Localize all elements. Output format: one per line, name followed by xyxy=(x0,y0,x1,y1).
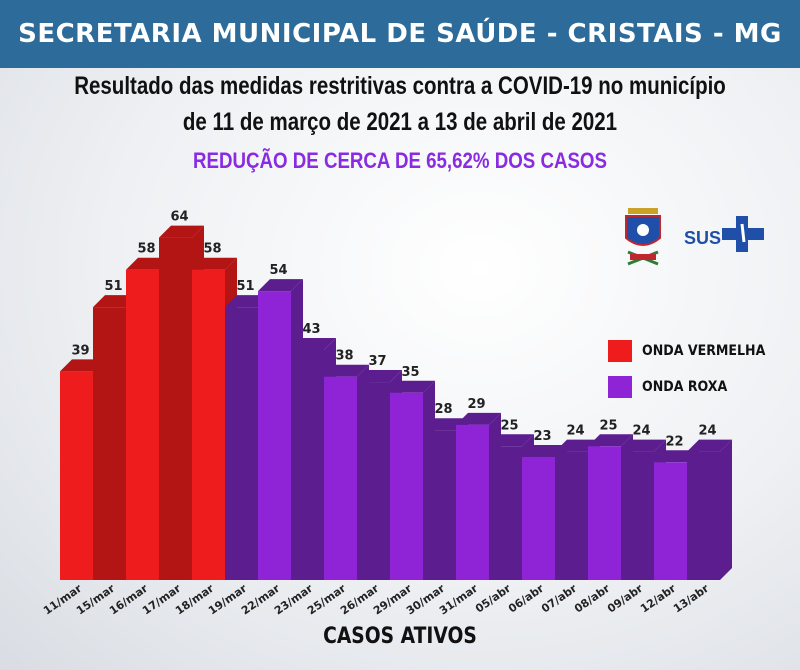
bar-value-label: 39 xyxy=(71,343,89,358)
legend-item-red: ONDA VERMELHA xyxy=(608,340,765,362)
banner-title: SECRETARIA MUNICIPAL DE SAÚDE - CRISTAIS… xyxy=(18,19,782,49)
x-tick-label: 08/abr xyxy=(572,581,613,615)
x-tick-label: 07/abr xyxy=(539,581,580,615)
bar xyxy=(258,291,291,580)
bar-top xyxy=(621,439,666,452)
sus-text: SUS xyxy=(684,228,721,248)
x-tick-label: 06/abr xyxy=(506,581,547,615)
bar xyxy=(654,462,687,580)
bar-top xyxy=(489,434,534,447)
bar-top xyxy=(192,257,237,270)
bar xyxy=(621,451,654,580)
bar xyxy=(225,307,258,580)
legend-label-purple: ONDA ROXA xyxy=(642,379,728,395)
bar xyxy=(522,456,555,580)
bar-value-label: 51 xyxy=(236,279,254,294)
bar-value-label: 22 xyxy=(665,434,683,449)
bar xyxy=(489,446,522,580)
bar xyxy=(390,392,423,580)
bar xyxy=(423,430,456,580)
bar-value-label: 25 xyxy=(599,418,617,433)
bar-group: 24 13/abr xyxy=(671,424,732,615)
bar-value-label: 35 xyxy=(401,365,419,380)
bar-side xyxy=(720,439,732,580)
sus-logo: SUS xyxy=(684,216,764,252)
bar xyxy=(555,451,588,580)
x-tick-label: 05/abr xyxy=(473,581,514,615)
bar xyxy=(324,376,357,580)
bar xyxy=(60,371,93,580)
bar-value-label: 24 xyxy=(632,424,650,439)
legend-label-red: ONDA VERMELHA xyxy=(642,343,766,359)
bar xyxy=(456,424,489,580)
bar-value-label: 58 xyxy=(137,242,155,257)
bar-value-label: 28 xyxy=(434,402,452,417)
bar-top xyxy=(324,364,369,377)
bar xyxy=(588,446,621,580)
x-tick-label: 13/abr xyxy=(671,581,712,615)
bar-value-label: 37 xyxy=(368,354,386,369)
reduction-highlight: REDUÇÃO DE CERCA DE 65,62% DOS CASOS xyxy=(193,148,607,173)
bar-top xyxy=(291,337,336,350)
bar-value-label: 29 xyxy=(467,397,485,412)
bar-top xyxy=(390,380,435,393)
bar xyxy=(192,269,225,580)
bar-value-label: 24 xyxy=(566,424,584,439)
legend: ONDA VERMELHA ONDA ROXA xyxy=(608,340,765,412)
legend-swatch-red xyxy=(608,340,632,362)
bar-value-label: 25 xyxy=(500,418,518,433)
bar xyxy=(126,269,159,580)
bar xyxy=(687,451,720,580)
bar-value-label: 38 xyxy=(335,349,353,364)
logos: SUS xyxy=(625,208,764,266)
x-tick-label: 12/abr xyxy=(638,581,679,615)
subtitle-line-2: de 11 de março de 2021 a 13 de abril de … xyxy=(182,108,618,136)
city-coat-of-arms-icon xyxy=(625,208,661,266)
bar-top xyxy=(687,439,732,452)
x-tick-label: 31/mar xyxy=(437,581,481,617)
bar xyxy=(93,307,126,580)
bar-top xyxy=(258,279,303,292)
header-banner: SECRETARIA MUNICIPAL DE SAÚDE - CRISTAIS… xyxy=(0,0,800,68)
legend-swatch-purple xyxy=(608,376,632,398)
legend-item-purple: ONDA ROXA xyxy=(608,376,765,398)
bar xyxy=(159,237,192,580)
x-tick-label: 09/abr xyxy=(605,581,646,615)
bar-top xyxy=(357,370,402,383)
bar-top xyxy=(159,225,204,238)
bar xyxy=(357,382,390,580)
bar-top xyxy=(456,412,501,425)
bar-top xyxy=(588,434,633,447)
bar xyxy=(291,349,324,580)
bar-value-label: 58 xyxy=(203,242,221,257)
bar-value-label: 24 xyxy=(698,424,716,439)
bar-value-label: 43 xyxy=(302,322,320,337)
x-axis-title: CASOS ATIVOS xyxy=(323,624,477,649)
bar-value-label: 54 xyxy=(269,263,287,278)
bar-value-label: 64 xyxy=(170,210,188,225)
subtitle-line-1: Resultado das medidas restritivas contra… xyxy=(74,72,726,100)
bar-value-label: 23 xyxy=(533,429,551,444)
bar-value-label: 51 xyxy=(104,279,122,294)
